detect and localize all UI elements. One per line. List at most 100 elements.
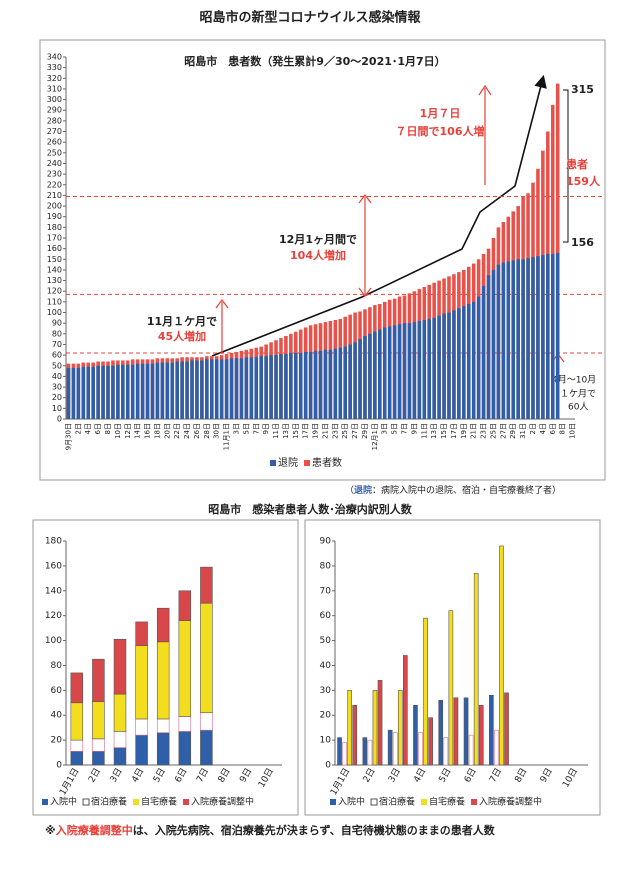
y-tick-label: 180 bbox=[47, 223, 62, 232]
annotation: 4月～10月 bbox=[552, 375, 596, 386]
bar bbox=[417, 321, 422, 419]
bar bbox=[555, 83, 560, 419]
bar bbox=[91, 366, 95, 419]
bar bbox=[418, 732, 423, 766]
y-tick-label: 10 bbox=[320, 736, 332, 746]
bar bbox=[555, 252, 560, 419]
bar bbox=[279, 354, 283, 419]
bar bbox=[156, 607, 170, 643]
y-tick-label: 60 bbox=[320, 611, 332, 621]
bar bbox=[428, 717, 433, 766]
bar bbox=[438, 699, 444, 766]
bar bbox=[452, 310, 456, 419]
x-tick-label: 4日 bbox=[129, 766, 146, 784]
bar bbox=[135, 645, 148, 720]
annotation: 1月７日 bbox=[420, 107, 461, 120]
x-tick-label: 2日 bbox=[361, 766, 378, 784]
bar bbox=[402, 323, 407, 419]
annotation: ７日間で106人増 bbox=[396, 124, 485, 138]
x-tick-label: 6日 bbox=[173, 766, 190, 784]
y-tick-label: 260 bbox=[47, 138, 62, 147]
bar bbox=[491, 269, 496, 419]
legend-swatch bbox=[330, 799, 336, 805]
x-tick-label: 4日 bbox=[411, 766, 428, 784]
bar bbox=[516, 259, 520, 419]
bar bbox=[175, 361, 179, 419]
chart-title: 昭島市 患者数（発生累計9／30～2021･1月7日） bbox=[184, 54, 445, 68]
x-tick-label: 8日 bbox=[513, 766, 530, 784]
y-tick-label: 240 bbox=[47, 159, 62, 168]
bar bbox=[156, 641, 170, 720]
x-tick-label: 10日 bbox=[560, 766, 580, 789]
x-tick-label: 6日 bbox=[549, 423, 557, 434]
bar bbox=[135, 363, 140, 419]
y-tick-label: 170 bbox=[47, 234, 62, 243]
x-tick-label: 29日 bbox=[361, 423, 369, 439]
x-tick-label: 3日 bbox=[108, 766, 125, 784]
bar bbox=[214, 359, 219, 419]
bar bbox=[373, 331, 377, 419]
x-tick-label: 15日 bbox=[292, 423, 300, 439]
x-tick-label: 10日 bbox=[569, 423, 577, 439]
x-tick-label: 28日 bbox=[203, 423, 211, 439]
x-tick-label: 8日 bbox=[104, 423, 112, 434]
bar bbox=[427, 318, 431, 419]
x-tick-label: 3日 bbox=[381, 423, 389, 434]
bar bbox=[121, 364, 125, 419]
bar bbox=[476, 296, 481, 419]
bar bbox=[155, 362, 160, 419]
bar bbox=[219, 359, 224, 419]
x-tick-label: 17日 bbox=[302, 423, 310, 439]
bar bbox=[66, 367, 71, 419]
x-tick-label: 18日 bbox=[153, 423, 161, 439]
x-tick-label: 6日 bbox=[94, 423, 102, 434]
bar bbox=[358, 339, 362, 419]
legend-swatch bbox=[133, 799, 140, 805]
y-tick-label: 80 bbox=[52, 329, 62, 338]
bar bbox=[178, 590, 192, 621]
legend-label: 入院中 bbox=[50, 796, 77, 808]
bar bbox=[259, 356, 263, 419]
bar bbox=[135, 621, 148, 646]
legend-swatch bbox=[270, 460, 276, 466]
x-tick-label: 29日 bbox=[509, 423, 517, 439]
bar bbox=[489, 695, 494, 766]
bar bbox=[372, 690, 378, 766]
bar bbox=[70, 751, 84, 766]
bar bbox=[156, 718, 170, 733]
x-tick-label: 17日 bbox=[450, 423, 458, 439]
y-tick-label: 210 bbox=[47, 191, 62, 200]
section-title: 昭島市 感染者患者人数･治療内訳別人数 bbox=[208, 502, 412, 516]
x-tick-label: 22日 bbox=[173, 423, 181, 439]
legend-label: 退院 bbox=[278, 456, 298, 469]
bar bbox=[423, 617, 428, 766]
bar bbox=[200, 360, 204, 419]
legend-label: 自宅療養 bbox=[141, 796, 177, 808]
y-tick-label: 130 bbox=[47, 276, 62, 285]
bar bbox=[294, 352, 298, 419]
bar bbox=[387, 326, 392, 419]
bar bbox=[501, 262, 506, 419]
bar bbox=[92, 751, 105, 766]
bar bbox=[76, 367, 81, 419]
bar bbox=[254, 357, 259, 419]
bar bbox=[113, 693, 127, 732]
y-tick-label: 120 bbox=[47, 287, 62, 296]
bar bbox=[466, 304, 471, 419]
x-tick-label: 30日 bbox=[213, 423, 221, 439]
footnote: （退院：病院入院中の退院、宿泊・自宅療養終了者） bbox=[345, 484, 561, 496]
bar bbox=[378, 329, 382, 419]
page-title: 昭島市の新型コロナウイルス感染情報 bbox=[199, 10, 421, 26]
bar bbox=[392, 732, 398, 766]
y-tick-label: 330 bbox=[47, 63, 62, 72]
bar bbox=[342, 742, 347, 766]
bar bbox=[338, 347, 343, 419]
y-tick-label: 90 bbox=[52, 319, 62, 328]
x-tick-label: 5日 bbox=[151, 766, 168, 784]
y-tick-label: 90 bbox=[320, 537, 332, 547]
bar bbox=[392, 325, 397, 419]
bar bbox=[328, 349, 333, 419]
annotation: 315 bbox=[571, 83, 594, 96]
x-tick-label: 9日 bbox=[237, 766, 254, 784]
bar bbox=[70, 739, 84, 752]
